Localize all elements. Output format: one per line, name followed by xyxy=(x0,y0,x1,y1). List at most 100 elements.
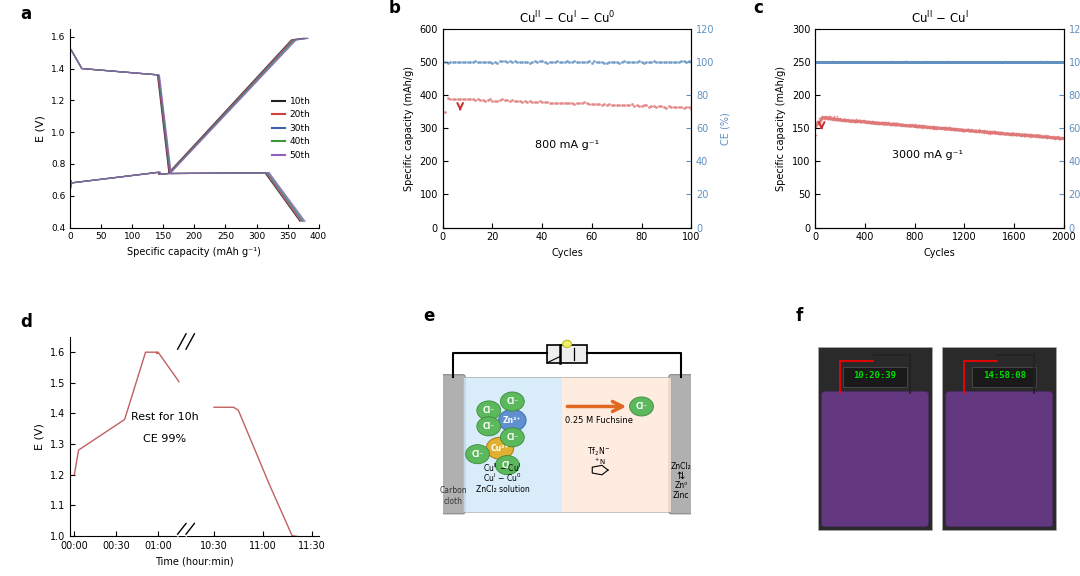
Point xyxy=(997,58,1014,67)
Point xyxy=(873,57,890,66)
Point xyxy=(851,57,868,66)
Point xyxy=(900,58,917,67)
Point xyxy=(1052,58,1069,67)
Point xyxy=(995,129,1012,138)
Point xyxy=(827,115,845,124)
Point xyxy=(906,58,923,67)
Point xyxy=(940,123,957,132)
Point xyxy=(949,124,967,134)
Point xyxy=(827,58,845,67)
Point xyxy=(905,120,922,130)
Point xyxy=(924,57,942,66)
Point xyxy=(984,128,1001,138)
Point xyxy=(896,57,914,66)
Point xyxy=(948,57,966,66)
Point xyxy=(950,57,968,66)
Point xyxy=(1029,58,1047,67)
Point xyxy=(895,57,913,66)
Point xyxy=(885,120,902,129)
Point xyxy=(920,57,937,66)
Point xyxy=(893,58,910,67)
Point xyxy=(860,117,877,126)
Point xyxy=(991,128,1009,138)
Point xyxy=(507,56,524,66)
Point xyxy=(956,126,973,135)
Point xyxy=(1032,131,1050,141)
Point xyxy=(894,120,912,129)
Point xyxy=(945,57,962,66)
Point xyxy=(947,58,964,67)
Point xyxy=(1027,58,1044,67)
Point xyxy=(887,57,904,66)
Point xyxy=(1004,130,1022,139)
Point xyxy=(889,58,906,67)
Point xyxy=(899,58,916,67)
Point xyxy=(904,58,921,67)
Point xyxy=(946,57,963,66)
Point xyxy=(854,57,872,66)
Point xyxy=(917,122,934,131)
Point xyxy=(1002,58,1020,67)
Point xyxy=(899,121,916,130)
Point xyxy=(856,58,874,67)
Point xyxy=(828,114,846,123)
Point xyxy=(511,58,528,67)
Point xyxy=(922,58,940,67)
Point xyxy=(920,58,937,67)
Point xyxy=(973,58,990,67)
Point xyxy=(1022,132,1039,141)
Point xyxy=(927,123,944,132)
Point xyxy=(1007,58,1024,67)
Point xyxy=(878,57,895,66)
Point xyxy=(843,58,861,67)
Point xyxy=(1014,130,1031,139)
Point xyxy=(1038,58,1055,67)
Point xyxy=(1005,58,1023,67)
Point xyxy=(833,57,850,66)
Point xyxy=(1028,131,1045,140)
Point xyxy=(889,120,906,130)
Point xyxy=(926,123,943,132)
Point xyxy=(1054,58,1071,67)
Point xyxy=(829,57,847,66)
Point xyxy=(845,58,862,67)
Point xyxy=(808,119,825,128)
Point xyxy=(824,58,841,67)
Point xyxy=(1022,130,1039,139)
Point xyxy=(968,58,985,67)
Point xyxy=(849,57,866,66)
Point xyxy=(838,58,855,67)
Point xyxy=(868,118,886,127)
Point xyxy=(902,121,919,130)
Point xyxy=(869,118,887,127)
Point xyxy=(566,99,583,108)
Point xyxy=(1005,57,1023,66)
Text: CE 99%: CE 99% xyxy=(143,434,186,444)
Point xyxy=(982,57,999,66)
Point xyxy=(876,57,893,66)
Point xyxy=(961,58,978,67)
Point xyxy=(983,58,1000,67)
Point xyxy=(917,58,934,67)
Point xyxy=(920,123,937,132)
Point xyxy=(1000,58,1017,67)
Point xyxy=(1016,58,1034,67)
Point xyxy=(958,126,975,135)
Point xyxy=(810,58,827,67)
Point xyxy=(912,121,929,130)
Point xyxy=(959,125,976,134)
Point xyxy=(866,57,883,66)
Point xyxy=(825,115,842,124)
Point xyxy=(905,57,922,66)
Point xyxy=(879,58,896,67)
Point xyxy=(834,58,851,67)
Point xyxy=(822,57,839,66)
Point xyxy=(876,57,893,66)
Point xyxy=(974,58,991,67)
Point xyxy=(993,58,1010,67)
Text: 3000 mA g⁻¹: 3000 mA g⁻¹ xyxy=(892,150,962,160)
Point xyxy=(1029,58,1047,67)
Point xyxy=(914,122,931,131)
Point xyxy=(998,128,1015,138)
Point xyxy=(1027,130,1044,139)
